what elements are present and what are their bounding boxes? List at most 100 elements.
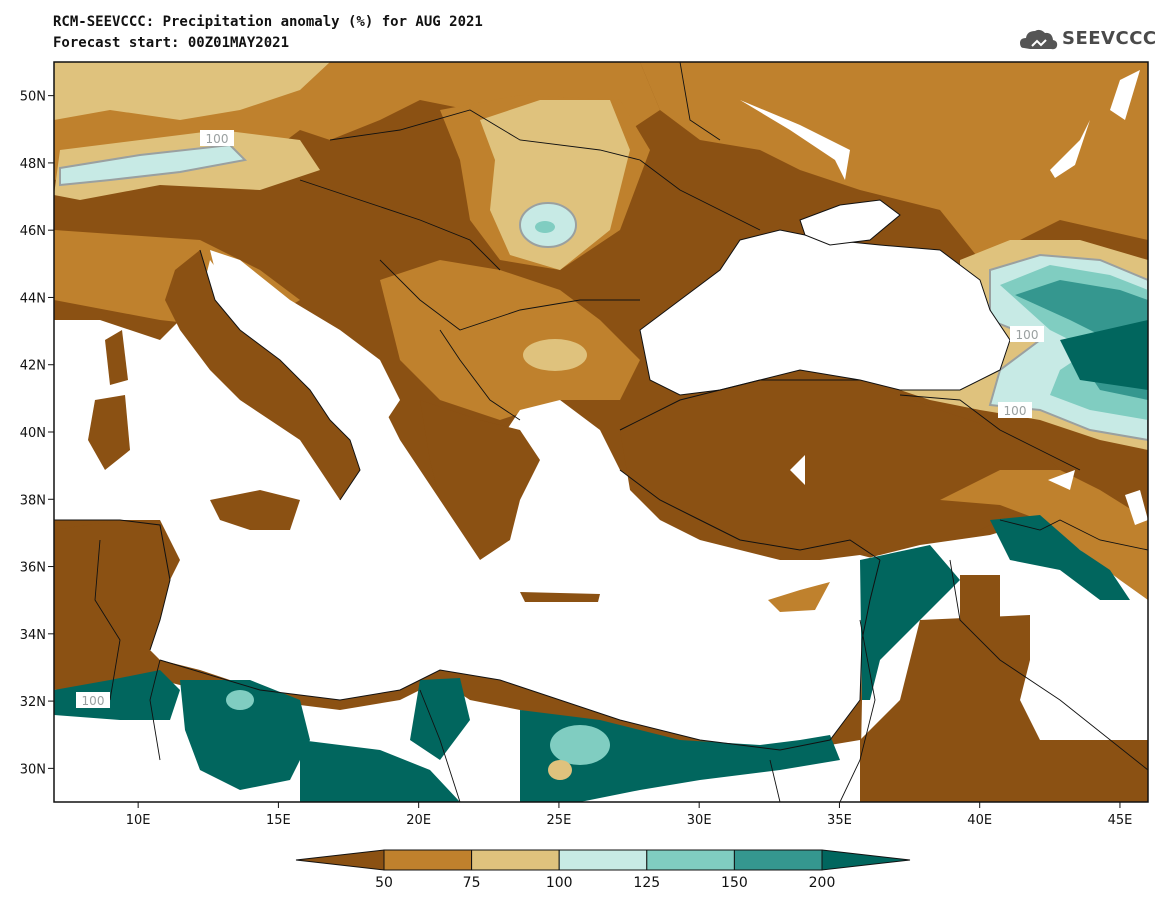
lon-tick-label: 20E <box>406 813 431 828</box>
colorbar-box <box>733 849 823 871</box>
anomaly-200-cyrenaica <box>410 678 470 760</box>
border-line <box>299 179 501 271</box>
lat-tick-label: 44N <box>20 291 46 306</box>
anomaly-50-iraq <box>860 615 1148 802</box>
lake-urmia <box>1125 490 1148 525</box>
colorbar-box <box>383 849 473 871</box>
cyprus-landmass <box>768 582 830 612</box>
colorbar-triangle-low <box>295 849 385 871</box>
colorbar-label: 200 <box>809 875 836 891</box>
anomaly-75-east-anatolia <box>940 470 1148 600</box>
contour-label-box <box>1010 326 1044 342</box>
border-line <box>94 539 121 701</box>
colorbar-triangle-high <box>821 849 911 871</box>
contour-label: 100 <box>82 694 105 708</box>
contour-label: 100 <box>1004 404 1027 418</box>
contour-label-box <box>200 130 234 146</box>
colorbar-label: 75 <box>463 875 481 891</box>
anomaly-200-libya-south <box>300 740 460 802</box>
volga-reservoir <box>1110 70 1140 120</box>
corsica-landmass <box>105 330 128 385</box>
lon-tick-label: 10E <box>126 813 151 828</box>
contour-label: 100 <box>1016 328 1039 342</box>
border-line <box>379 259 640 331</box>
lat-tick-label: 46N <box>20 224 46 239</box>
border-line <box>419 689 461 802</box>
anomaly-150-romania <box>535 221 555 233</box>
chart-subtitle: Forecast start: 00Z01MAY2021 <box>53 35 290 51</box>
coastlines <box>54 249 881 751</box>
contour-label-box <box>76 692 110 708</box>
coastline <box>54 519 171 651</box>
anomaly-200-levant <box>860 545 960 700</box>
anomaly-100-north <box>54 62 330 120</box>
border-line <box>439 329 521 421</box>
lat-tick-label: 30N <box>20 762 46 777</box>
anomaly-150-libya <box>226 690 254 710</box>
sea-of-azov <box>799 199 901 246</box>
border-line <box>329 109 641 161</box>
anomaly-200-libya-central <box>180 680 310 790</box>
don-reservoir <box>1050 120 1090 178</box>
contour-label-box <box>998 402 1032 418</box>
coastline <box>619 379 860 431</box>
border-line <box>639 159 761 231</box>
anomaly-200plus-caucasus <box>1060 320 1148 390</box>
anomaly-50-syria-block <box>960 575 1000 620</box>
lon-tick-label: 40E <box>967 813 992 828</box>
border-line <box>839 619 876 802</box>
anomaly-125-alps <box>59 143 248 187</box>
adriatic-sea <box>210 250 400 430</box>
lat-tick-label: 34N <box>20 628 46 643</box>
border-line <box>899 394 1081 471</box>
logo-text: SEEVCCC <box>1062 28 1157 49</box>
lon-tick-label: 30E <box>687 813 712 828</box>
lat-axis: 50N 48N 46N 44N 42N 40N 38N 36N 34N 32N 30N <box>20 90 54 777</box>
sicily-landmass <box>210 490 300 530</box>
lake-van <box>1048 470 1075 490</box>
italy-landmass <box>165 250 360 500</box>
sardinia-landmass <box>88 395 130 470</box>
coastline <box>159 559 881 751</box>
contour-labels: 100 100 100 100 <box>76 130 1044 708</box>
crete-landmass <box>520 592 600 602</box>
lon-tick-label: 25E <box>547 813 572 828</box>
dnieper-reservoir <box>740 100 850 180</box>
border-line <box>679 62 721 141</box>
border-line <box>769 759 781 802</box>
anomaly-200-syria <box>990 515 1130 600</box>
tunisia-landmass <box>54 520 170 650</box>
anatolia-landmass <box>620 380 1080 560</box>
colorbar-box <box>646 849 735 871</box>
anomaly-100-egypt <box>548 760 572 780</box>
map-field <box>54 62 1148 802</box>
anomaly-150-egypt <box>550 725 610 765</box>
country-borders <box>94 62 1148 802</box>
cloud-icon <box>1020 29 1058 50</box>
lat-tick-label: 40N <box>20 426 46 441</box>
colorbar-label: 125 <box>633 875 660 891</box>
chart-title: RCM-SEEVCCC: Precipitation anomaly (%) f… <box>53 14 483 30</box>
lat-tick-label: 48N <box>20 157 46 172</box>
anomaly-75-balkans <box>380 260 640 420</box>
anomaly-100-bulgaria <box>523 339 587 371</box>
lon-tick-label: 45E <box>1108 813 1133 828</box>
coastline <box>619 469 881 561</box>
lon-tick-label: 35E <box>827 813 852 828</box>
lat-tick-label: 42N <box>20 359 46 374</box>
coastline <box>199 249 361 501</box>
lon-tick-label: 15E <box>266 813 291 828</box>
colorbar-label: 100 <box>546 875 573 891</box>
colorbar-label: 50 <box>375 875 393 891</box>
border-line <box>999 519 1148 551</box>
lat-tick-label: 50N <box>20 90 46 105</box>
colorbar-box <box>471 849 560 871</box>
contour-label: 100 <box>206 132 229 146</box>
colorbar-box <box>558 849 648 871</box>
lat-tick-label: 32N <box>20 695 46 710</box>
lat-tick-label: 36N <box>20 561 46 576</box>
colorbar-label: 150 <box>721 875 748 891</box>
border-line <box>149 659 161 761</box>
lon-axis: 10E 15E 20E 25E 30E 35E 40E 45E <box>126 802 1133 828</box>
